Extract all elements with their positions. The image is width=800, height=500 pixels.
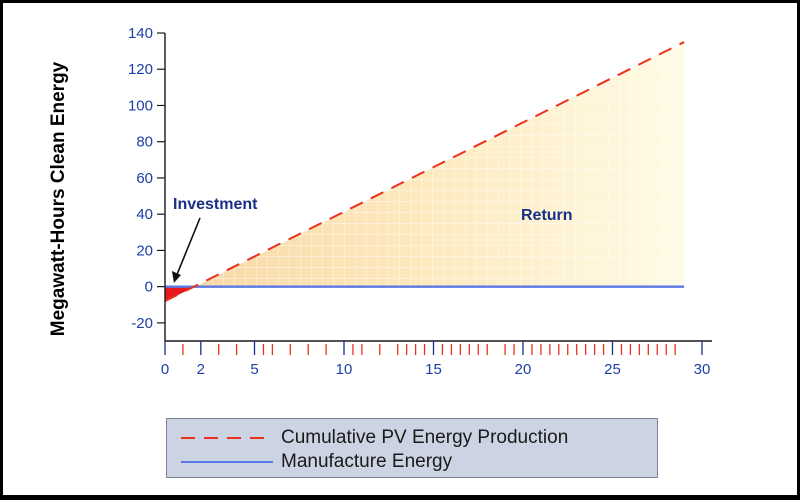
x-tick-label: 30 xyxy=(694,361,711,378)
y-tick-label: 40 xyxy=(136,206,153,223)
y-tick-label: 100 xyxy=(128,97,153,114)
legend-label-manufacture-energy: Manufacture Energy xyxy=(281,451,453,472)
legend-item-manufacture-energy: Manufacture Energy xyxy=(181,451,452,473)
y-tick-label: 0 xyxy=(145,279,153,296)
y-tick-label: -20 xyxy=(131,315,153,332)
legend: Cumulative PV Energy Production Manufact… xyxy=(166,418,658,478)
x-tick-label: 5 xyxy=(250,361,258,378)
y-tick-label: 20 xyxy=(136,242,153,259)
legend-label-pv-production: Cumulative PV Energy Production xyxy=(281,427,569,448)
x-tick-label: 20 xyxy=(515,361,532,378)
x-tick-label: 0 xyxy=(161,361,169,378)
return-annotation: Return xyxy=(521,207,573,224)
y-tick-label: 120 xyxy=(128,61,153,78)
x-tick-label: 10 xyxy=(336,361,353,378)
pv-production-line xyxy=(164,41,685,303)
investment-annotation: Investment xyxy=(173,196,258,213)
solid-line-swatch xyxy=(181,461,273,463)
x-tick-label: 25 xyxy=(604,361,621,378)
investment-arrowhead xyxy=(171,271,181,284)
chart-frame: -20 0 20 40 60 80 100 120 140 0 2 5 10 15 20 25 30 Invest… xyxy=(3,3,797,495)
y-tick-label: 140 xyxy=(128,25,153,42)
y-axis-label: Megawatt-Hours Clean Energy xyxy=(48,61,69,336)
y-tick-label: 80 xyxy=(136,134,153,151)
dashed-line-swatch xyxy=(181,437,273,439)
legend-item-pv-production: Cumulative PV Energy Production xyxy=(181,427,568,449)
investment-arrow-line xyxy=(175,217,201,278)
x-tick-label: 15 xyxy=(425,361,442,378)
x-tick-label: 2 xyxy=(197,361,205,378)
y-tick-label: 60 xyxy=(136,170,153,187)
